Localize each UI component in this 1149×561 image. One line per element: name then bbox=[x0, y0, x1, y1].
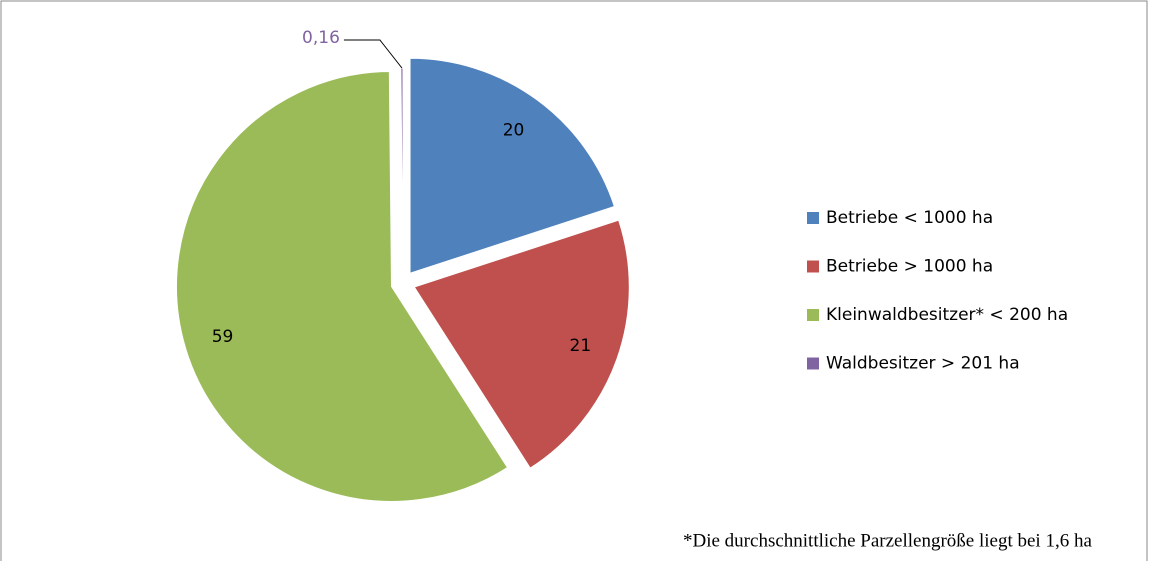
legend-label: Kleinwaldbesitzer* < 200 ha bbox=[826, 305, 1068, 325]
footnote: *Die durchschnittliche Parzellengröße li… bbox=[683, 530, 1092, 551]
legend-swatch bbox=[807, 212, 819, 224]
legend-label: Betriebe < 1000 ha bbox=[826, 208, 993, 228]
data-label: 0,16 bbox=[302, 28, 340, 48]
legend-swatch bbox=[807, 309, 819, 321]
pie-slice bbox=[400, 67, 404, 284]
data-label: 59 bbox=[212, 327, 234, 347]
legend-swatch bbox=[807, 260, 819, 273]
pie-slice bbox=[176, 70, 509, 502]
leader-line bbox=[343, 39, 403, 69]
legend-label: Waldbesitzer > 201 ha bbox=[826, 354, 1020, 374]
data-label: 20 bbox=[503, 121, 525, 141]
legend-swatch bbox=[807, 357, 819, 370]
legend-label: Betriebe > 1000 ha bbox=[826, 257, 993, 277]
data-label: 21 bbox=[570, 336, 592, 356]
pie-slice bbox=[409, 57, 616, 274]
pie-slice bbox=[413, 219, 630, 469]
